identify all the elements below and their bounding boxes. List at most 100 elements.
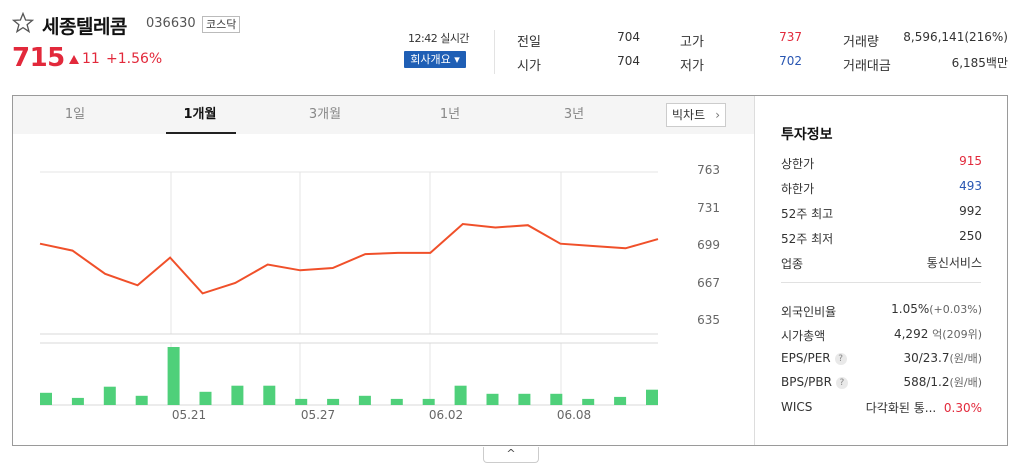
help-icon[interactable]: ?: [834, 352, 847, 365]
volume-value: 8,596,141(216%): [903, 30, 1008, 44]
side-divider: [754, 96, 755, 445]
y-tick: 731: [697, 201, 720, 215]
eps-per-text: EPS/PER: [781, 351, 831, 365]
upper-limit-value: 915: [959, 154, 982, 168]
high-value: 737: [779, 30, 802, 44]
wics-change: 0.30%: [943, 401, 982, 415]
market-cap: 4,292: [893, 327, 929, 341]
low-value: 702: [779, 54, 802, 68]
amount-label: 거래대금: [843, 59, 891, 74]
foreign-ratio: 1.05%: [891, 302, 930, 316]
w52-low-value: 250: [959, 229, 982, 243]
volume-bar: [422, 398, 435, 405]
volume-bar: [390, 398, 403, 405]
current-price: 715: [12, 43, 65, 73]
volume-bar: [263, 385, 276, 405]
upper-limit-label: 상한가: [781, 157, 815, 171]
price-chart: [39, 171, 659, 406]
stock-code: 036630: [146, 16, 196, 31]
y-tick: 635: [697, 313, 720, 327]
industry-label: 업종: [781, 257, 804, 271]
help-icon[interactable]: ?: [835, 376, 848, 389]
tab-1day[interactable]: 1일: [64, 107, 86, 122]
section-divider: [781, 282, 981, 283]
market-cap-unit: 억(209위): [932, 328, 982, 341]
x-tick: 06.02: [428, 408, 464, 422]
prev-close-label: 전일: [517, 35, 541, 50]
market-cap-value: 4,292 억(209위): [894, 326, 982, 342]
wics-sector[interactable]: 다각화된 통...: [865, 401, 937, 415]
tab-1year[interactable]: 1년: [439, 107, 461, 122]
low-label: 저가: [680, 59, 704, 74]
price-change: 11: [82, 51, 100, 67]
lower-limit-label: 하한가: [781, 182, 815, 196]
big-chart-button[interactable]: 빅차트 ›: [666, 103, 726, 127]
volume-label: 거래량: [843, 35, 879, 50]
volume-bar: [199, 391, 212, 405]
tab-1month[interactable]: 1개월: [183, 107, 217, 122]
volume-bar: [327, 398, 340, 405]
eps-per-value: 30/23.7(원/배): [903, 350, 982, 366]
realtime-label: 12:42 실시간: [408, 32, 470, 45]
wics-label: WICS: [781, 400, 813, 414]
volume-bar: [358, 395, 371, 405]
bps-pbr-unit: (원/배): [949, 376, 982, 389]
volume-bar: [167, 347, 180, 405]
chart-panel: [12, 95, 1008, 446]
volume-bar: [550, 393, 563, 405]
bps-pbr-label: BPS/PBR?: [781, 375, 848, 389]
active-tab-indicator: [166, 132, 236, 134]
up-arrow-icon: [69, 55, 79, 64]
lower-limit-value: 493: [959, 179, 982, 193]
w52-high-label: 52주 최고: [781, 207, 834, 221]
market-cap-label: 시가총액: [781, 329, 826, 343]
industry-value[interactable]: 통신서비스: [926, 256, 982, 270]
x-tick: 05.27: [300, 408, 336, 422]
period-tab-bar: [13, 96, 754, 134]
volume-bar: [295, 398, 308, 405]
y-tick: 699: [697, 238, 720, 252]
eps-per-label: EPS/PER?: [781, 351, 847, 365]
wics-value: 다각화된 통... 0.30%: [866, 399, 982, 416]
divider: [494, 30, 495, 74]
collapse-chevron-up-icon[interactable]: ^: [483, 447, 539, 463]
bps-pbr: 588/1.2: [903, 375, 950, 389]
favorite-star-icon[interactable]: [12, 12, 34, 34]
eps-per-unit: (원/배): [949, 352, 982, 365]
volume-bar: [231, 385, 244, 405]
tab-3year[interactable]: 3년: [563, 107, 585, 122]
volume-bar: [518, 393, 531, 405]
volume-bar: [103, 386, 116, 405]
volume-bar: [71, 397, 84, 405]
tab-3month[interactable]: 3개월: [308, 107, 342, 122]
amount-value: 6,185백만: [951, 56, 1008, 70]
price-change-pct: +1.56%: [106, 51, 163, 67]
foreign-ratio-label: 외국인비율: [781, 305, 837, 319]
chevron-right-icon: ›: [715, 108, 720, 122]
w52-high-value: 992: [959, 204, 982, 218]
open-label: 시가: [517, 59, 541, 74]
high-label: 고가: [680, 35, 704, 50]
bps-pbr-text: BPS/PBR: [781, 375, 832, 389]
volume-bar: [582, 398, 595, 405]
foreign-ratio-value: 1.05%(+0.03%): [891, 302, 982, 316]
volume-bar: [486, 393, 499, 405]
big-chart-label: 빅차트: [672, 108, 706, 122]
volume-bar: [646, 389, 658, 405]
invest-info-title: 투자정보: [781, 127, 833, 143]
volume-bar: [40, 392, 52, 405]
volume-bar: [454, 385, 467, 405]
volume-bar: [135, 395, 148, 405]
eps-per: 30/23.7: [903, 351, 950, 365]
bps-pbr-value: 588/1.2(원/배): [903, 374, 982, 390]
x-tick: 05.21: [171, 408, 207, 422]
prev-close-value: 704: [617, 30, 640, 44]
y-tick: 667: [697, 276, 720, 290]
foreign-ratio-change: (+0.03%): [929, 303, 982, 316]
market-badge: 코스닥: [202, 16, 241, 33]
company-overview-button[interactable]: 회사개요 ▾: [404, 51, 466, 68]
open-value: 704: [617, 54, 640, 68]
w52-low-label: 52주 최저: [781, 232, 834, 246]
stock-name: 세종텔레콤: [42, 16, 127, 38]
volume-bar: [614, 396, 627, 405]
